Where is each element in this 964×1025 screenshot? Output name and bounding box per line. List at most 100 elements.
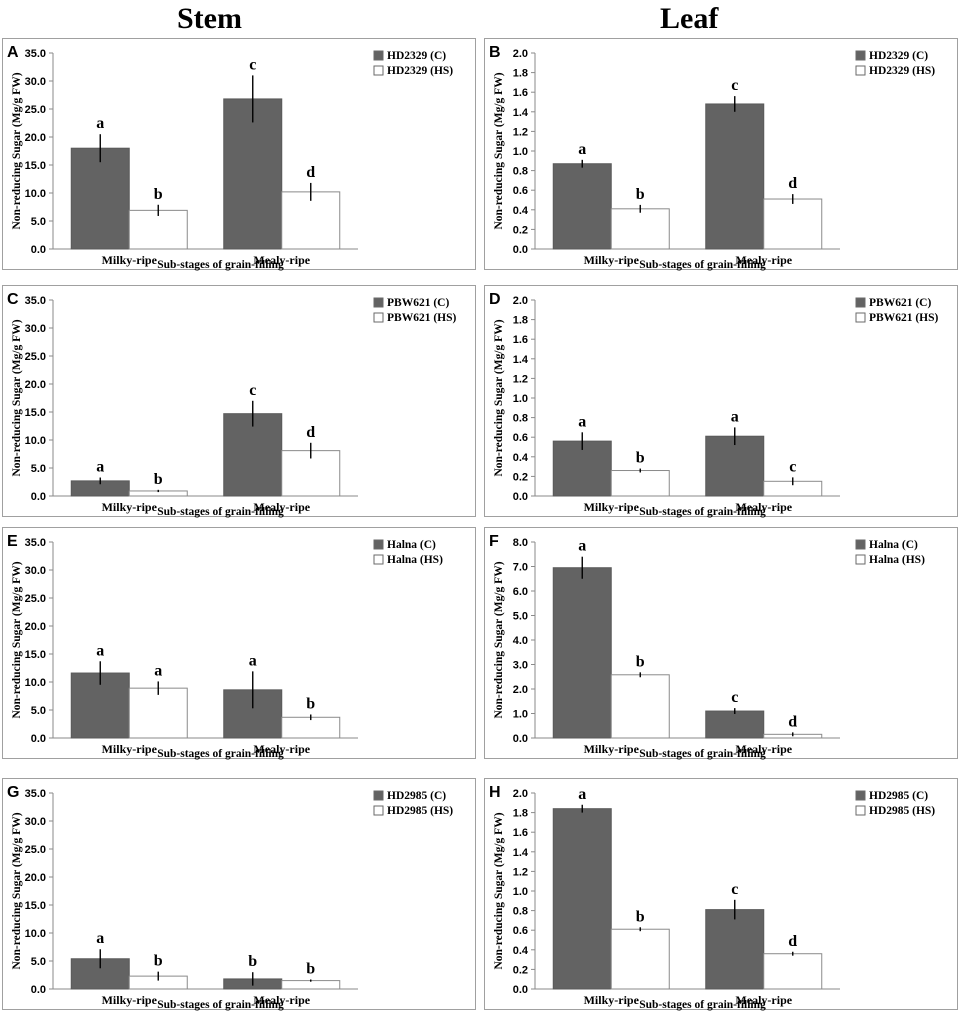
y-tick-label: 1.8 (513, 808, 528, 820)
y-tick-label: 1.0 (513, 709, 528, 721)
bar-heat-stress (610, 928, 670, 990)
chart-svg: F 0.0 1.0 2.0 3.0 4.0 5.0 6.0 7.0 8.0 Non-reducing… (489, 533, 925, 760)
y-tick-label: 0.6 (513, 925, 528, 937)
y-tick-label: 25.0 (25, 104, 46, 116)
y-tick-label: 3.0 (513, 660, 528, 672)
y-tick-label: 0.6 (513, 185, 528, 197)
legend-label: HD2985 (HS) (869, 805, 935, 817)
y-tick-label: 0.4 (513, 452, 529, 464)
y-tick-label: 1.4 (513, 354, 529, 366)
x-axis-title: Sub-stages of grain-filling (639, 506, 766, 518)
x-category-label: Milky-ripe (584, 500, 640, 514)
y-tick-label: 0.0 (31, 984, 46, 996)
legend-label: Halna (C) (387, 539, 436, 551)
significance-letter: d (306, 164, 315, 181)
legend-label: HD2329 (HS) (869, 65, 935, 77)
y-tick-label: 30.0 (25, 323, 46, 335)
y-tick-label: 1.0 (513, 393, 528, 405)
y-tick-label: 1.0 (513, 886, 528, 898)
chart-svg: G 0.0 5.0 10.0 15.0 20.0 25.0 30.0 35.0Non-reduc… (7, 784, 453, 1011)
column-header-leaf: Leaf (660, 2, 719, 35)
chart-svg: B 0.0 0.2 0.4 0.6 0.8 1.0 1.2 1.4 1.6 1.8 2.0 Non-re… (489, 44, 935, 271)
bar-control (705, 435, 765, 497)
chart-panel-b: B 0.0 0.2 0.4 0.6 0.8 1.0 1.2 1.4 1.6 1.8 2.0 Non-re… (484, 38, 958, 271)
y-tick-label: 2.0 (513, 48, 528, 60)
y-tick-label: 0.4 (513, 945, 529, 957)
y-tick-label: 20.0 (25, 132, 46, 144)
significance-letter: a (96, 930, 104, 947)
chart-panel-c: C 0.0 5.0 10.0 15.0 20.0 25.0 30.0 35.0 Non-reduc… (2, 285, 476, 518)
y-tick-label: 35.0 (25, 48, 46, 60)
legend-swatch (855, 805, 866, 816)
y-axis-title: Non-reducing Sugar (Mg/g FW) (11, 319, 23, 476)
legend-swatch (373, 539, 384, 550)
significance-letter: a (96, 642, 104, 659)
x-axis-title: Sub-stages of grain-filling (157, 748, 284, 760)
y-tick-label: 30.0 (25, 816, 46, 828)
y-tick-label: 20.0 (25, 379, 46, 391)
legend-label: PBW621 (C) (869, 297, 931, 309)
x-category-label: Mealy-ripe (253, 500, 310, 514)
x-category-label: Milky-ripe (102, 993, 158, 1007)
chart-svg: C 0.0 5.0 10.0 15.0 20.0 25.0 30.0 35.0Non-reduc… (7, 291, 456, 518)
significance-letter: c (731, 77, 738, 94)
legend-swatch (373, 50, 384, 61)
chart-svg: D 0.0 0.2 0.4 0.6 0.8 1.0 1.2 1.4 1.6 1.8 2.0 Non-re… (489, 291, 938, 518)
legend-swatch (373, 805, 384, 816)
y-tick-label: 8.0 (513, 537, 528, 549)
y-tick-label: 15.0 (25, 407, 46, 419)
legend-swatch (373, 790, 384, 801)
significance-letter: d (788, 713, 797, 730)
legend-swatch (373, 297, 384, 308)
y-tick-label: 0.8 (513, 906, 528, 918)
y-tick-label: 20.0 (25, 872, 46, 884)
bar-control (705, 103, 765, 250)
x-category-label: Milky-ripe (102, 742, 158, 756)
legend-swatch (855, 65, 866, 76)
y-axis-title: Non-reducing Sugar (Mg/g FW) (11, 72, 23, 229)
chart-panel-g: G 0.0 5.0 10.0 15.0 20.0 25.0 30.0 35.0 Non-reduc… (2, 778, 476, 1011)
legend-label: Halna (HS) (387, 554, 443, 566)
legend-label: HD2329 (HS) (387, 65, 453, 77)
y-tick-label: 2.0 (513, 684, 528, 696)
significance-letter: a (249, 652, 257, 669)
bar-control (705, 909, 765, 990)
x-category-label: Mealy-ripe (735, 253, 792, 267)
y-tick-label: 30.0 (25, 76, 46, 88)
bar-heat-stress (763, 198, 823, 250)
y-tick-label: 1.8 (513, 315, 528, 327)
y-tick-label: 15.0 (25, 900, 46, 912)
chart-svg: H 0.0 0.2 0.4 0.6 0.8 1.0 1.2 1.4 1.6 1.8 2.0 Non-re… (489, 784, 935, 1011)
y-tick-label: 0.0 (513, 733, 528, 745)
legend-label: PBW621 (C) (387, 297, 449, 309)
x-category-label: Milky-ripe (102, 253, 158, 267)
panel-letter: F (489, 533, 499, 550)
significance-letter: c (731, 689, 738, 706)
bar-heat-stress (281, 716, 341, 739)
significance-letter: b (154, 186, 163, 203)
significance-letter: a (578, 141, 586, 158)
y-tick-label: 5.0 (31, 705, 46, 717)
significance-letter: b (154, 471, 163, 488)
significance-letter: a (731, 408, 739, 425)
y-tick-label: 0.0 (31, 244, 46, 256)
legend-swatch (373, 554, 384, 565)
bar-heat-stress (128, 209, 188, 250)
y-tick-label: 0.0 (31, 733, 46, 745)
x-category-label: Mealy-ripe (735, 742, 792, 756)
y-tick-label: 1.2 (513, 373, 528, 385)
significance-letter: b (636, 653, 645, 670)
legend-label: HD2329 (C) (869, 50, 928, 62)
legend-label: PBW621 (HS) (387, 312, 456, 324)
column-header-stem: Stem (177, 2, 242, 35)
y-tick-label: 25.0 (25, 593, 46, 605)
legend-swatch (855, 539, 866, 550)
legend-label: HD2985 (C) (869, 790, 928, 802)
x-category-label: Mealy-ripe (253, 253, 310, 267)
bar-heat-stress (610, 674, 670, 739)
y-tick-label: 35.0 (25, 537, 46, 549)
y-tick-label: 0.0 (513, 491, 528, 503)
y-axis-title: Non-reducing Sugar (Mg/g FW) (11, 812, 23, 969)
x-category-label: Mealy-ripe (253, 993, 310, 1007)
chart-panel-d: D 0.0 0.2 0.4 0.6 0.8 1.0 1.2 1.4 1.6 1.8 2.0 Non-re… (484, 285, 958, 518)
